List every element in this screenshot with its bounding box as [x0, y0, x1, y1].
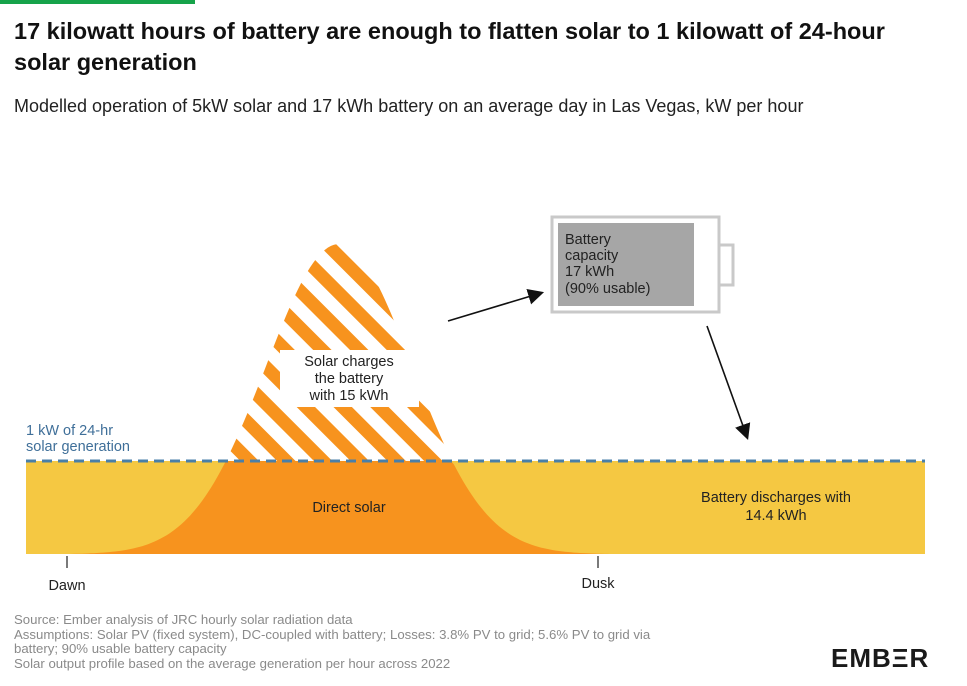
- charge-label-3: with 15 kWh: [309, 388, 389, 404]
- charge-label-1: Solar charges: [304, 354, 393, 370]
- footer-notes: Source: Ember analysis of JRC hourly sol…: [14, 612, 804, 671]
- battery-label-3: 17 kWh: [565, 264, 614, 280]
- discharge-label-2: 14.4 kWh: [745, 508, 806, 524]
- tick-label-dawn: Dawn: [48, 578, 85, 594]
- ember-logo: EMBΞR: [831, 643, 930, 673]
- footer-source: Source: Ember analysis of JRC hourly sol…: [14, 612, 353, 627]
- footer-assumptions-2: battery; 90% usable battery capacity: [14, 641, 227, 656]
- battery-icon: [550, 215, 735, 314]
- footer-profile: Solar output profile based on the averag…: [14, 655, 451, 671]
- direct-solar-label: Direct solar: [312, 500, 385, 516]
- discharge-arrow: [706, 325, 751, 441]
- flat-line-label-1: 1 kW of 24-hr: [26, 423, 113, 439]
- discharge-label-1: Battery discharges with: [701, 490, 851, 506]
- footer-assumptions-1: Assumptions: Solar PV (fixed system), DC…: [14, 626, 651, 642]
- battery-label-1: Battery: [565, 232, 612, 248]
- tick-label-dusk: Dusk: [581, 576, 615, 592]
- direct-solar-area: [67, 461, 611, 554]
- chart-title: 17 kilowatt hours of battery are enough …: [14, 18, 885, 75]
- flat-line-label-2: solar generation: [26, 439, 130, 455]
- battery-label-4: (90% usable): [565, 281, 650, 297]
- charge-label-2: the battery: [315, 371, 384, 387]
- charge-label-box: [280, 350, 419, 407]
- charge-arrow: [447, 289, 545, 322]
- chart-subtitle: Modelled operation of 5kW solar and 17 k…: [14, 96, 804, 116]
- battery-label-2: capacity: [565, 248, 619, 264]
- accent-bar: [0, 0, 195, 4]
